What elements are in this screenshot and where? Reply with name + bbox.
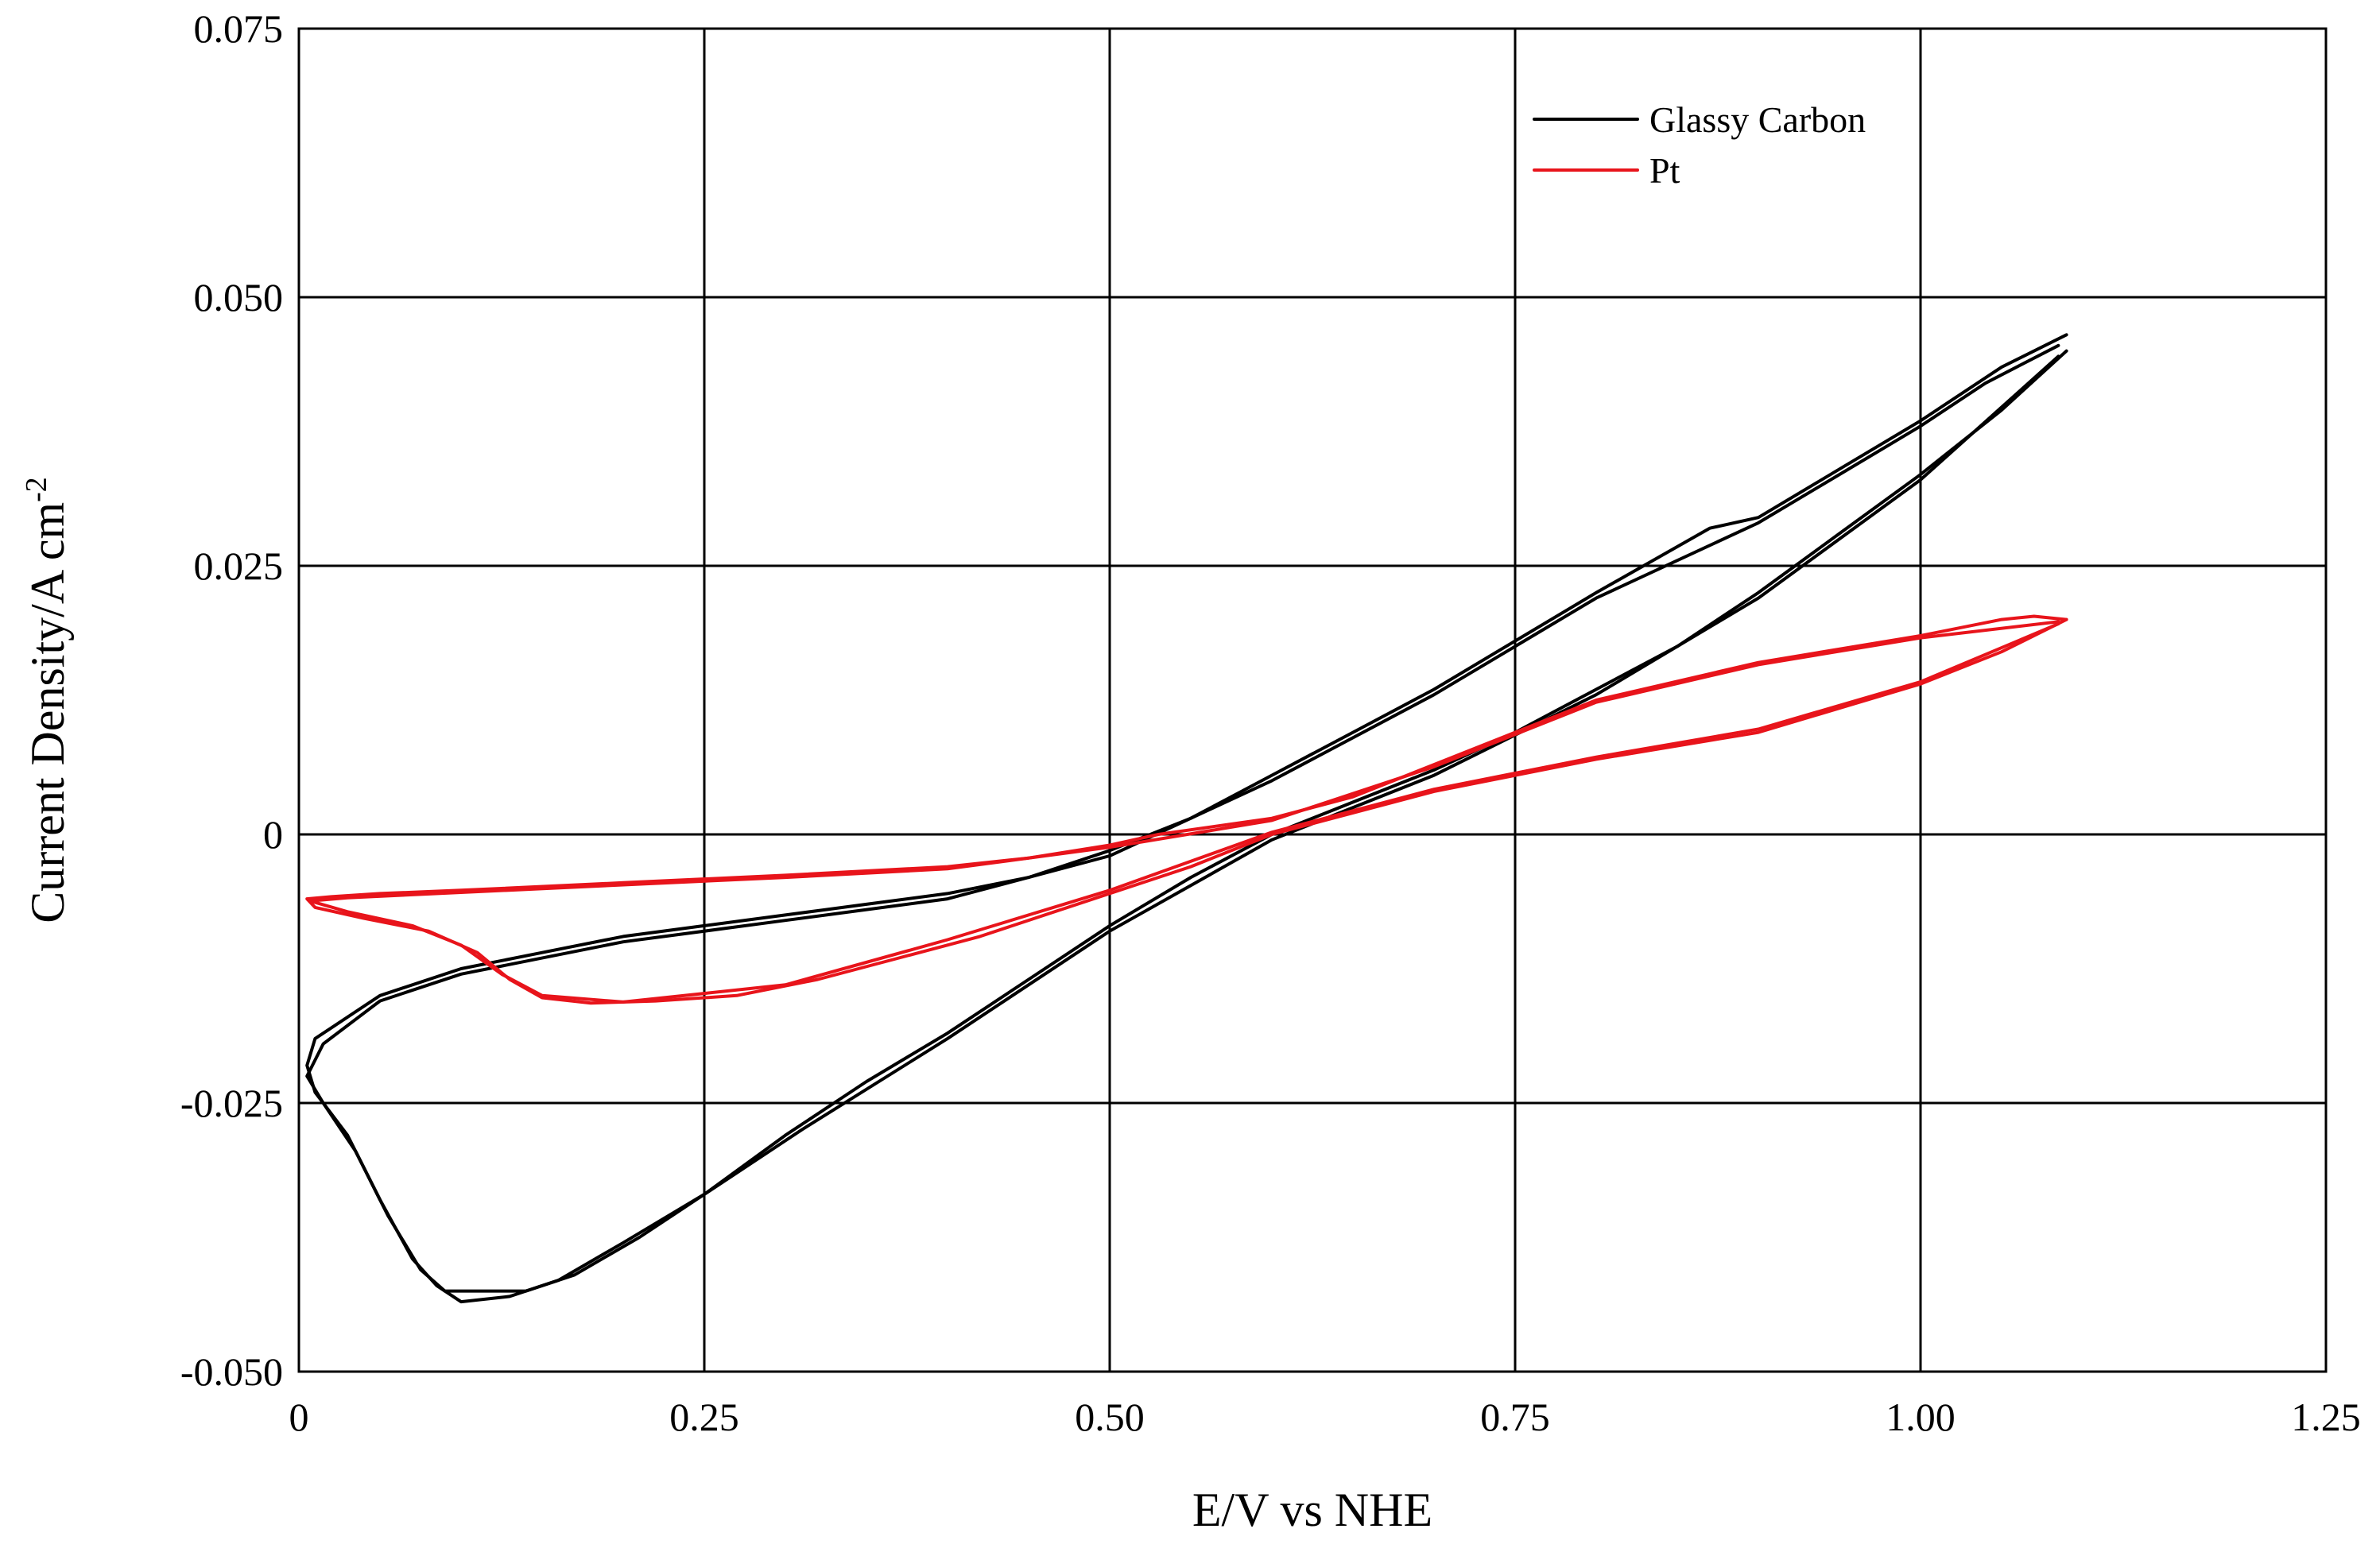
series-lines	[305, 333, 2068, 1304]
legend-label-pt: Pt	[1649, 150, 1680, 191]
legend-label-glassy-carbon: Glassy Carbon	[1649, 99, 1866, 140]
x-axis-tick-labels: 0 0.25 0.50 0.75 1.00 1.25	[289, 1395, 2361, 1439]
y-tick-label: 0.025	[194, 544, 284, 588]
x-axis-title: E/V vs NHE	[1192, 1484, 1432, 1536]
x-tick-label: 0.50	[1075, 1395, 1145, 1439]
y-tick-label: 0.075	[194, 6, 284, 51]
series-line-pt	[305, 614, 2068, 1005]
y-axis-title-superscript: -2	[20, 477, 53, 502]
y-axis-title: Current Density/A cm-2	[20, 477, 74, 923]
series-line-glassy-carbon	[305, 343, 2060, 1293]
series-line-glassy-carbon	[305, 333, 2068, 1304]
series-line-pt	[308, 620, 2060, 1004]
x-tick-label: 0.75	[1480, 1395, 1550, 1439]
y-tick-label: -0.025	[180, 1081, 283, 1125]
y-axis-title-text: Current Density/A cm	[21, 502, 74, 923]
x-tick-label: 1.00	[1886, 1395, 1956, 1439]
x-tick-label: 1.25	[2291, 1395, 2361, 1439]
x-tick-label: 0.25	[669, 1395, 739, 1439]
y-axis-tick-labels: -0.050 -0.025 0 0.025 0.050 0.075	[180, 6, 283, 1394]
gridlines	[297, 27, 2328, 1373]
legend: Glassy Carbon Pt	[1533, 99, 1866, 191]
plot-area-frame	[297, 27, 2328, 1373]
y-tick-label: 0	[263, 812, 283, 857]
y-tick-label: -0.050	[180, 1349, 283, 1394]
x-tick-label: 0	[289, 1395, 309, 1439]
y-tick-label: 0.050	[194, 275, 284, 319]
